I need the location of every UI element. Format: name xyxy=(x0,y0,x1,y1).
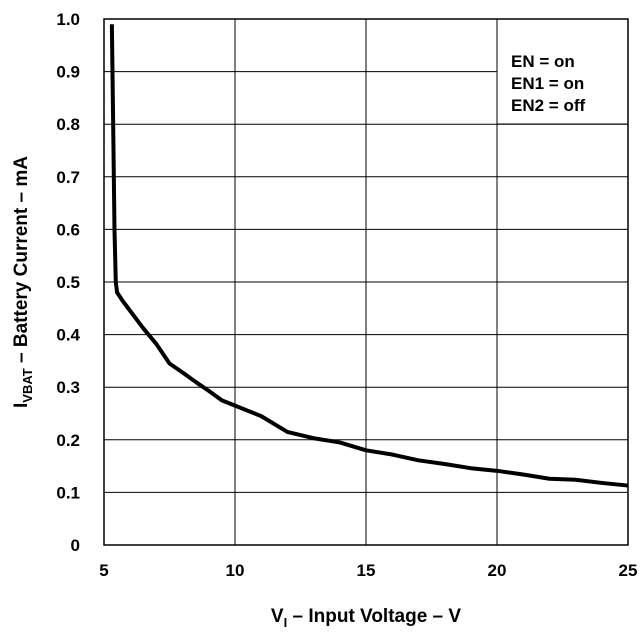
y-tick-label-5: 0.5 xyxy=(56,273,80,292)
x-axis-title-subscript: I xyxy=(284,615,288,630)
x-tick-label-0: 5 xyxy=(99,561,108,580)
x-axis-title-text: – Input Voltage – V xyxy=(287,606,461,627)
y-tick-label-4: 0.4 xyxy=(56,326,80,345)
x-tick-label-1: 10 xyxy=(226,561,245,580)
y-tick-label-10: 1.0 xyxy=(56,10,80,29)
annotation-line-2: EN2 = off xyxy=(511,96,585,115)
annotation-line-1: EN1 = on xyxy=(511,74,584,93)
y-tick-label-1: 0.1 xyxy=(56,483,80,502)
y-tick-label-0: 0 xyxy=(71,536,80,555)
y-axis-title-text: – Battery Current – mA xyxy=(11,156,32,369)
y-axis-title-symbol: I xyxy=(11,403,32,408)
y-tick-label-3: 0.3 xyxy=(56,378,80,397)
y-tick-label-9: 0.9 xyxy=(56,63,80,82)
tick-label-layer: 0 0.1 0.2 0.3 0.4 0.5 0.6 0.7 0.8 0.9 1.0 5 10 15 20 25 xyxy=(56,10,637,580)
y-axis-title: IVBAT – Battery Current – mA xyxy=(11,156,35,408)
x-axis-title: VI – Input Voltage – V xyxy=(271,606,461,630)
series-layer xyxy=(109,24,629,488)
x-tick-label-3: 20 xyxy=(488,561,507,580)
annotation-layer: EN = on EN1 = on EN2 = off xyxy=(511,52,585,115)
plot-frame xyxy=(103,18,629,546)
y-tick-label-6: 0.6 xyxy=(56,220,80,239)
y-tick-label-8: 0.8 xyxy=(56,115,80,134)
y-axis-title-subscript: VBAT xyxy=(20,368,35,402)
series-line-0 xyxy=(109,24,629,488)
x-axis-title-symbol: V xyxy=(271,606,284,627)
grid-layer xyxy=(104,19,628,545)
y-tick-label-7: 0.7 xyxy=(56,168,80,187)
x-tick-label-2: 15 xyxy=(357,561,376,580)
frame-layer xyxy=(103,18,629,546)
x-tick-label-4: 25 xyxy=(619,561,638,580)
y-tick-label-2: 0.2 xyxy=(56,431,80,450)
annotation-line-0: EN = on xyxy=(511,52,575,71)
